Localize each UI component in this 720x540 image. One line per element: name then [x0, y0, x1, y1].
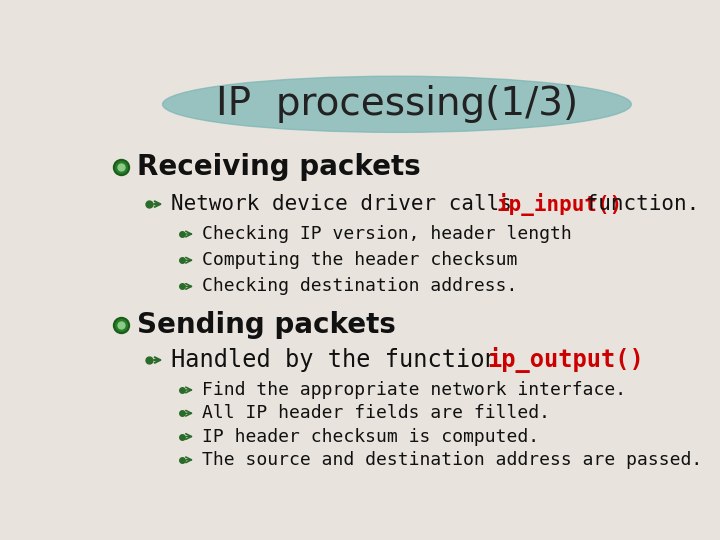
Text: Handled by the function: Handled by the function [171, 348, 513, 372]
Text: The source and destination address are passed.: The source and destination address are p… [202, 451, 702, 469]
Text: function.: function. [572, 194, 699, 214]
Text: IP header checksum is computed.: IP header checksum is computed. [202, 428, 539, 445]
Text: ip_input(): ip_input() [496, 193, 623, 215]
Text: Computing the header checksum: Computing the header checksum [202, 251, 517, 269]
Text: IP  processing(1/3): IP processing(1/3) [216, 85, 578, 123]
Text: Checking IP version, header length: Checking IP version, header length [202, 225, 572, 243]
Text: Find the appropriate network interface.: Find the appropriate network interface. [202, 381, 626, 399]
Text: ip_output(): ip_output() [487, 347, 644, 373]
Ellipse shape [163, 76, 631, 132]
Text: Receiving packets: Receiving packets [138, 153, 421, 181]
Text: Checking destination address.: Checking destination address. [202, 278, 517, 295]
Text: Sending packets: Sending packets [138, 310, 396, 339]
Text: Network device driver calls: Network device driver calls [171, 194, 524, 214]
Text: All IP header fields are filled.: All IP header fields are filled. [202, 404, 549, 422]
